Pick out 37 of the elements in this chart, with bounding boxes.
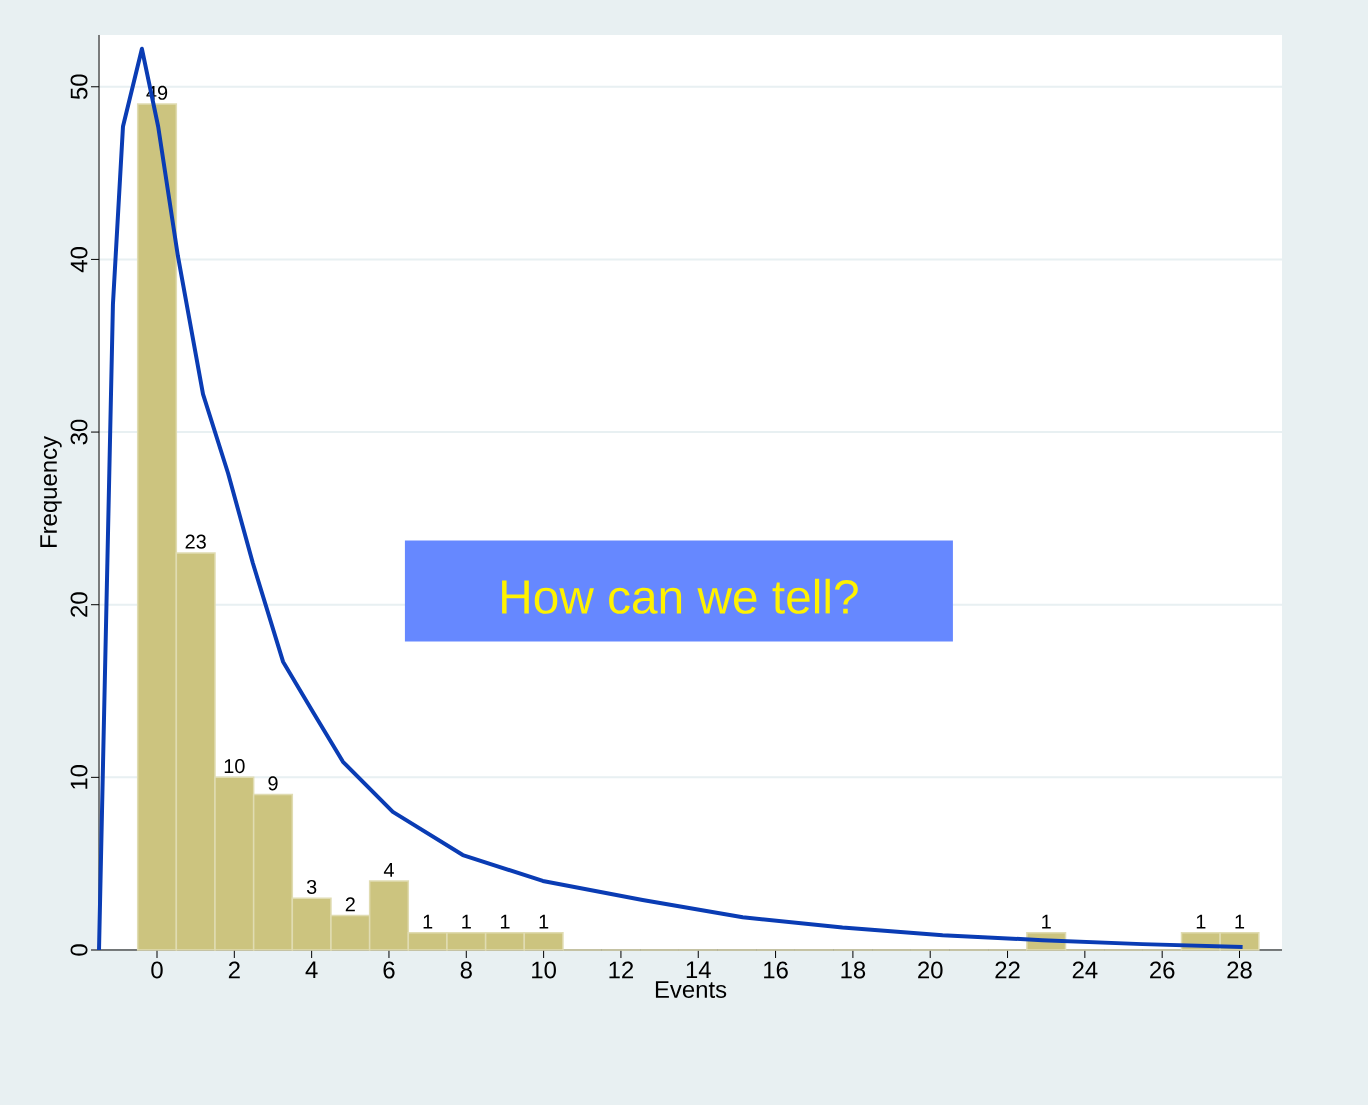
data-label: 1 [500,914,510,929]
data-label: 1 [423,914,433,929]
y-tick-label: 0 [70,944,88,956]
y-tick-label: 50 [70,74,88,100]
x-tick-label: 12 [609,961,634,979]
x-tick-label: 28 [1227,961,1252,979]
x-axis-title: Events [655,981,727,998]
x-tick-label: 18 [841,961,866,979]
data-label: 3 [306,879,317,894]
y-tick-label: 20 [70,592,88,617]
y-axis-title: Frequency [40,436,62,548]
data-label: 10 [224,759,245,774]
data-label: 1 [462,914,471,929]
x-tick-label: 16 [764,961,788,979]
data-label: 1 [1042,914,1051,929]
data-label: 1 [1235,914,1245,929]
x-tick-label: 24 [1072,961,1098,979]
data-label: 4 [383,863,394,877]
x-tick-label: 10 [532,961,556,979]
y-tick-label: 40 [70,247,88,273]
data-label: 23 [185,534,206,549]
x-tick-label: 26 [1150,961,1175,979]
x-tick-label: 20 [918,961,943,979]
annotation: How can we tell? [502,578,858,614]
x-tick-label: 14 [686,961,711,978]
x-tick-label: 6 [383,961,395,979]
y-tick-label: 30 [70,419,88,445]
data-label: 2 [345,897,355,912]
x-tick-label: 22 [995,961,1020,979]
x-tick-label: 8 [460,961,472,979]
x-tick-label: 0 [151,961,163,979]
data-label: 9 [268,776,278,791]
x-tick-label: 4 [305,961,318,978]
data-label: 1 [539,914,549,929]
x-tick-label: 2 [228,961,240,979]
data-label: 1 [1196,914,1206,929]
y-tick-label: 10 [70,765,88,789]
